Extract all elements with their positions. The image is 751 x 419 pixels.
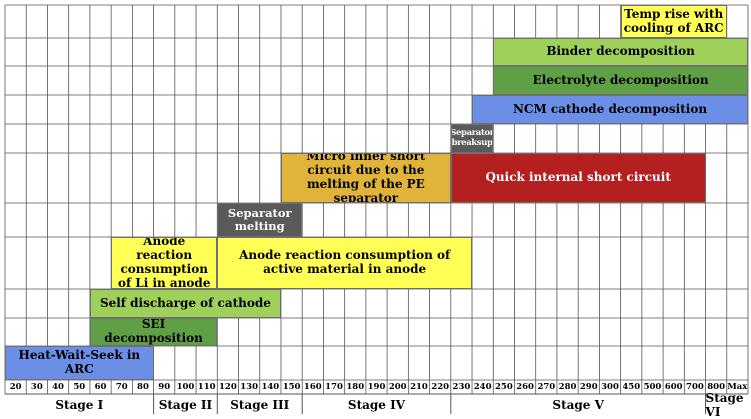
stage-label: Stage I <box>55 398 104 412</box>
stage-label: Stage II <box>158 398 213 412</box>
tick-label: 170 <box>325 382 343 392</box>
tick-label: 190 <box>367 382 386 392</box>
anode-reaction-consumption-active-bar: Anode reaction consumption of active mat… <box>217 237 473 289</box>
tick-label: 240 <box>473 382 492 392</box>
tick-label: 300 <box>601 382 619 392</box>
ncm-cathode-decomposition-bar: NCM cathode decomposition <box>472 95 748 124</box>
electrolyte-decomposition-bar: Electrolyte decomposition <box>493 66 748 95</box>
tick-label: 220 <box>431 382 450 392</box>
temp-rise-with-cooling-bar: Temp rise with cooling of ARC <box>620 5 727 38</box>
tick-label: 70 <box>115 382 128 392</box>
tick-label: 110 <box>197 382 216 392</box>
tick-label: 50 <box>73 382 86 392</box>
tick-label: 230 <box>452 382 471 392</box>
tick-label: 270 <box>537 382 556 392</box>
binder-decomposition-bar: Binder decomposition <box>493 38 748 66</box>
tick-label: 450 <box>622 382 641 392</box>
tick-label: 500 <box>643 382 662 392</box>
tick-label: 140 <box>261 382 280 392</box>
tick-label: Max <box>727 382 748 392</box>
tick-label: 600 <box>664 382 683 392</box>
quick-internal-short-circuit-bar: Quick internal short circuit <box>450 153 706 203</box>
micro-inner-short-circuit-bar: Micro inner short circuit due to the mel… <box>280 153 451 203</box>
tick-label: 280 <box>558 382 577 392</box>
separator-breaksup-bar: Separator breaksup <box>450 124 494 153</box>
tick-label: 150 <box>282 382 301 392</box>
tick-label: 700 <box>686 382 704 392</box>
anode-reaction-consumption-li-bar: Anode reaction consumption of Li in anod… <box>111 237 218 289</box>
tick-label: 80 <box>137 382 149 392</box>
tick-label: 800 <box>707 382 726 392</box>
tick-label: 130 <box>240 382 258 392</box>
tick-label: 100 <box>176 382 195 392</box>
self-discharge-of-cathode-bar: Self discharge of cathode <box>89 289 281 318</box>
tick-label: 260 <box>516 382 534 392</box>
sei-decomposition-bar: SEI decomposition <box>89 318 218 346</box>
stage-label: Stage IV <box>347 398 406 412</box>
stage-label: Stage VI <box>705 391 744 419</box>
tick-label: 60 <box>94 382 107 392</box>
tick-label: 20 <box>9 382 22 392</box>
stage-label: Stage III <box>230 398 290 412</box>
tick-label: 210 <box>410 382 428 392</box>
tick-label: 30 <box>30 382 43 392</box>
stage-label: Stage V <box>552 398 604 412</box>
heat-wait-seek-in-arc-bar: Heat-Wait-Seek in ARC <box>5 346 154 380</box>
tick-label: 180 <box>346 382 365 392</box>
tick-label: 290 <box>579 382 598 392</box>
tick-label: 250 <box>494 382 513 392</box>
separator-melting-bar: Separator melting <box>217 203 303 237</box>
tick-label: 90 <box>158 382 171 392</box>
tick-label: 120 <box>219 382 237 392</box>
tick-label: 40 <box>52 382 64 392</box>
tick-label: 200 <box>388 382 407 392</box>
tick-label: 160 <box>303 382 322 392</box>
